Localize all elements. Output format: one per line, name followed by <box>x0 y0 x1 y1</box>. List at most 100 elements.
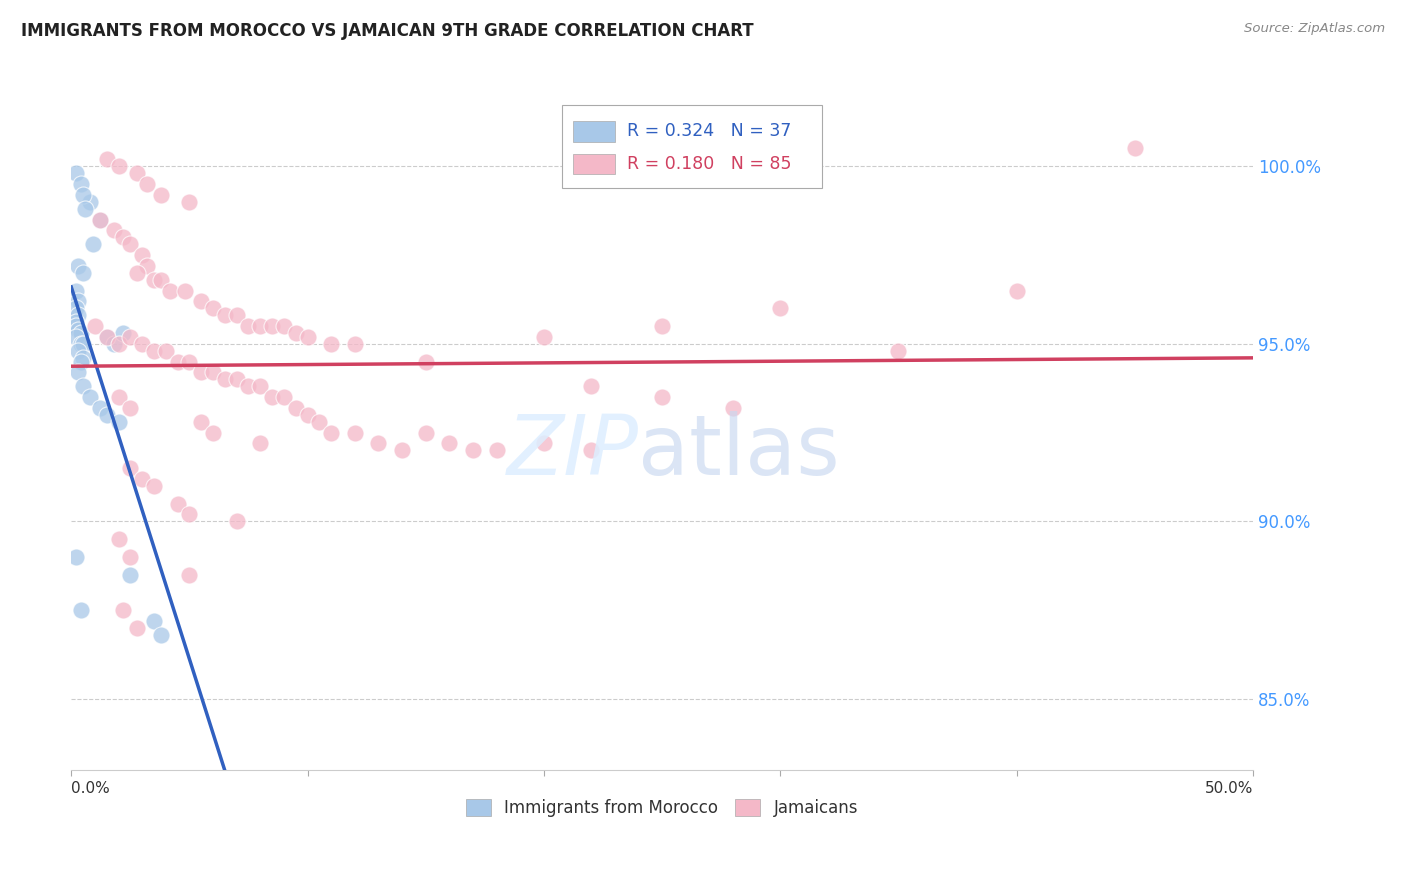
Point <box>238 379 260 393</box>
Point <box>96 408 118 422</box>
Point <box>142 479 165 493</box>
Point <box>131 248 153 262</box>
Legend: Immigrants from Morocco, Jamaicans: Immigrants from Morocco, Jamaicans <box>460 792 865 824</box>
Point <box>485 443 508 458</box>
Point <box>415 354 437 368</box>
Point <box>127 166 149 180</box>
Point <box>67 365 90 379</box>
Point <box>273 319 295 334</box>
Point <box>391 443 413 458</box>
Point <box>127 266 149 280</box>
Point <box>142 343 165 358</box>
Point <box>190 365 212 379</box>
Point <box>284 326 307 340</box>
Point <box>103 223 125 237</box>
Point <box>72 379 94 393</box>
Point <box>135 259 157 273</box>
Bar <box>574 121 614 142</box>
Point <box>65 329 87 343</box>
Text: atlas: atlas <box>638 411 841 491</box>
Point <box>321 336 343 351</box>
Point <box>159 284 181 298</box>
Point <box>67 323 90 337</box>
Point <box>131 472 153 486</box>
Point <box>67 259 90 273</box>
Point <box>415 425 437 440</box>
Point <box>225 309 247 323</box>
Point <box>79 194 101 209</box>
Point <box>262 319 284 334</box>
Point <box>150 628 173 642</box>
Point <box>75 202 97 216</box>
Point <box>439 436 461 450</box>
Point <box>179 194 201 209</box>
Point <box>65 549 87 564</box>
Point <box>284 401 307 415</box>
Point <box>179 567 201 582</box>
Point <box>173 284 195 298</box>
Point <box>214 309 236 323</box>
Text: IMMIGRANTS FROM MOROCCO VS JAMAICAN 9TH GRADE CORRELATION CHART: IMMIGRANTS FROM MOROCCO VS JAMAICAN 9TH … <box>21 22 754 40</box>
Point <box>225 372 247 386</box>
Point <box>120 329 142 343</box>
Point <box>96 152 118 166</box>
Point <box>579 443 602 458</box>
Point <box>72 351 94 365</box>
Point <box>107 336 129 351</box>
Point <box>651 390 673 404</box>
Point <box>142 614 165 628</box>
Point <box>65 319 87 334</box>
Point <box>202 301 225 316</box>
Point <box>887 343 910 358</box>
Point <box>769 301 792 316</box>
Point <box>69 603 91 617</box>
Point <box>72 187 94 202</box>
Point <box>120 549 142 564</box>
Point <box>69 354 91 368</box>
Point <box>202 425 225 440</box>
Point <box>89 212 111 227</box>
Point <box>190 415 212 429</box>
Point <box>107 390 129 404</box>
Point <box>120 401 142 415</box>
Point <box>107 415 129 429</box>
Point <box>297 329 319 343</box>
Bar <box>561 105 821 188</box>
Point <box>238 319 260 334</box>
Point <box>107 532 129 546</box>
Point <box>249 436 271 450</box>
Point <box>67 309 90 323</box>
Point <box>83 319 105 334</box>
Point <box>112 230 135 244</box>
Point <box>112 603 135 617</box>
Point <box>308 415 330 429</box>
Point <box>179 508 201 522</box>
Point <box>65 301 87 316</box>
Point <box>190 294 212 309</box>
Point <box>127 621 149 635</box>
Point <box>367 436 389 450</box>
Point <box>103 336 125 351</box>
Point <box>107 159 129 173</box>
Point <box>69 336 91 351</box>
Point <box>72 266 94 280</box>
Point <box>65 284 87 298</box>
Point <box>89 212 111 227</box>
Point <box>131 336 153 351</box>
Text: Source: ZipAtlas.com: Source: ZipAtlas.com <box>1244 22 1385 36</box>
Point <box>112 326 135 340</box>
Point <box>214 372 236 386</box>
Text: 50.0%: 50.0% <box>1205 780 1253 796</box>
Point <box>343 425 366 440</box>
Point <box>79 390 101 404</box>
Point <box>150 273 173 287</box>
Point <box>721 401 744 415</box>
Point <box>96 329 118 343</box>
Point <box>225 515 247 529</box>
Point <box>273 390 295 404</box>
Point <box>155 343 177 358</box>
Point <box>202 365 225 379</box>
Text: ZIP: ZIP <box>506 411 638 491</box>
Point <box>142 273 165 287</box>
Point <box>166 354 188 368</box>
